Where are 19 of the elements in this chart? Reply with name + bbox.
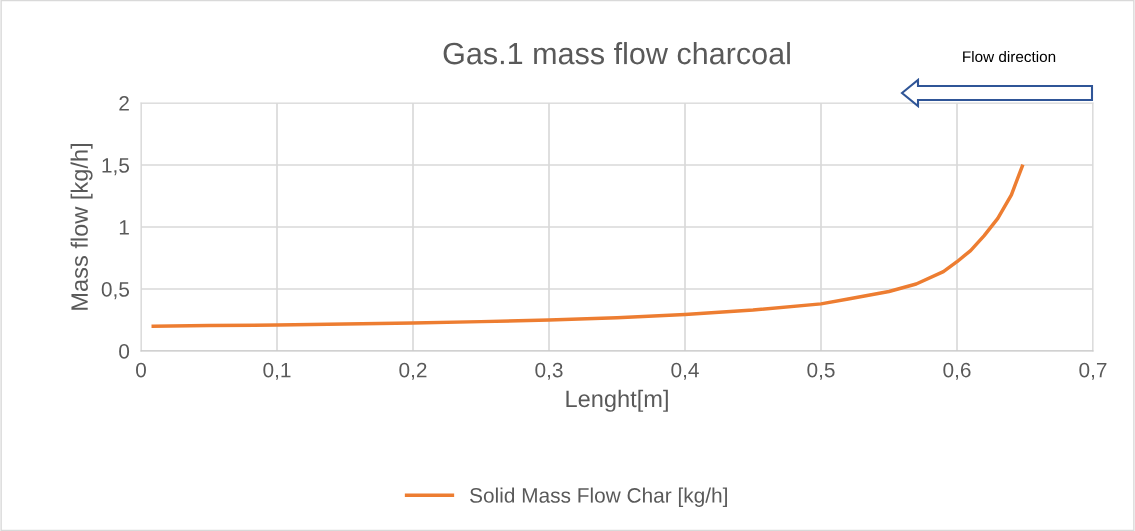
x-tick-label: 0,5: [807, 362, 835, 380]
y-tick-label: 1: [119, 220, 129, 235]
x-tick-label: 0: [136, 362, 146, 378]
x-tick-label: 0,1: [263, 362, 291, 380]
y-tick-label: 0,5: [101, 282, 130, 300]
legend-label: Solid Mass Flow Char [kg/h]: [470, 487, 727, 507]
x-tick-label: 0,2: [399, 362, 427, 380]
chart-title: Gas.1 mass flow charcoal: [443, 41, 790, 65]
y-tick-label: 0: [119, 344, 130, 359]
line-series: [151, 164, 1025, 328]
x-axis-title: Lenght[m]: [566, 389, 668, 412]
x-tick-label: 0,4: [671, 362, 699, 380]
x-tick-label: 0,3: [535, 362, 563, 380]
y-tick-label: 1,5: [102, 158, 130, 176]
y-tick-label: 2: [119, 96, 129, 111]
text: Flow direction: [963, 50, 1056, 63]
x-tick-label: 0,6: [943, 362, 971, 380]
x-tick-label: 0,7: [1079, 362, 1107, 380]
y-axis-title: Mass flow [kg/h]: [70, 144, 93, 310]
